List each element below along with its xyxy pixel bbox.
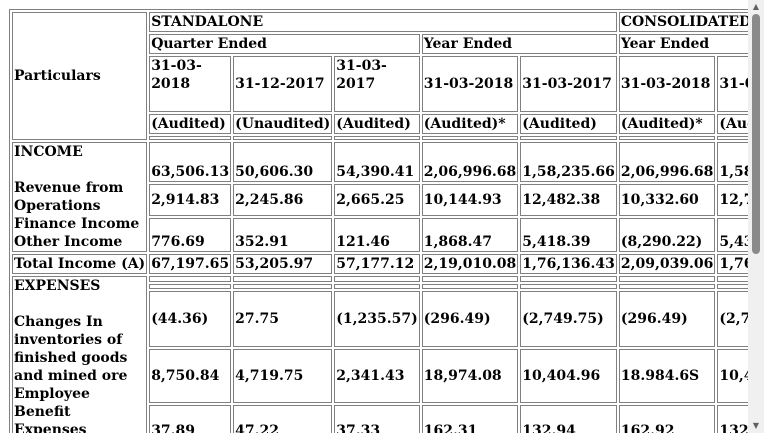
date-header: 31-03-2018 xyxy=(618,56,716,112)
expenses-heading-row: EXPENSES Changes In inventories of finis… xyxy=(12,276,748,433)
document-viewport: Particulars STANDALONE CONSOLIDATED Quar… xyxy=(9,9,748,433)
table-cell: 2,06,996.68 xyxy=(421,142,519,183)
consolidated-header: CONSOLIDATED xyxy=(618,12,748,32)
table-cell: 63,506.13 xyxy=(149,142,232,183)
table-cell: 2,665.25 xyxy=(334,184,420,217)
header-row-3: 31-03-2018 31-12-2017 31-03-2017 31-03-2… xyxy=(12,56,748,112)
table-cell: (2,749.75) xyxy=(717,291,748,348)
audit-status: (Audited)* xyxy=(618,114,716,134)
table-cell: 5,418.39 xyxy=(520,218,617,252)
expenses-heading: EXPENSES xyxy=(14,278,101,294)
date-header: 31-03-2017 xyxy=(717,56,748,112)
table-cell: 18,974.08 xyxy=(421,349,519,403)
income-label-cell: INCOME Revenue from Operations Finance I… xyxy=(12,142,148,252)
table-cell: 10,404.96 xyxy=(520,349,617,403)
table-cell: 162.31 xyxy=(421,404,519,433)
table-cell: 18.984.6S xyxy=(618,349,716,403)
audit-status: (Audited) xyxy=(717,114,748,134)
table-cell: (44.36) xyxy=(149,291,232,348)
table-cell: (296.49) xyxy=(421,291,519,348)
header-row-1: Particulars STANDALONE CONSOLIDATED xyxy=(12,12,748,140)
table-cell: 1,58,235.66 xyxy=(717,142,748,183)
table-cell: 8,750.84 xyxy=(149,349,232,403)
table-cell: 2,06,996.68 xyxy=(618,142,716,183)
table-cell: 37.33 xyxy=(334,404,420,433)
table-cell: 132.94 xyxy=(520,404,617,433)
inventories-label: Changes In inventories of finished goods… xyxy=(14,314,128,384)
table-cell: 10,144.93 xyxy=(421,184,519,217)
scrollbar-thumb[interactable] xyxy=(752,14,760,254)
table-cell: 1,76,136.43 xyxy=(520,254,617,274)
table-cell: 12,715.87 xyxy=(717,184,748,217)
table-cell: 27.75 xyxy=(233,291,333,348)
year-ended-header: Year Ended xyxy=(421,34,617,54)
table-cell: 53,205.97 xyxy=(233,254,333,274)
table-cell: (1,235.57) xyxy=(334,291,420,348)
table-cell: 2,19,010.08 xyxy=(421,254,519,274)
table-cell: 5,431.39 xyxy=(717,218,748,252)
table-cell: 2,245.86 xyxy=(233,184,333,217)
table-cell: 10,412.47 xyxy=(717,349,748,403)
income-row-revenue: INCOME Revenue from Operations Finance I… xyxy=(12,142,748,252)
employee-benefit-label: Employee Benefit Expenses xyxy=(14,386,90,433)
revenue-label: Revenue from Operations xyxy=(14,180,124,214)
table-cell: 121.46 xyxy=(334,218,420,252)
date-header: 31-03-2018 xyxy=(421,56,519,112)
table-cell: 37.89 xyxy=(149,404,232,433)
scroll-up-arrow-icon[interactable]: ▲ xyxy=(752,2,760,11)
particulars-header: Particulars xyxy=(12,12,148,140)
date-header: 31-03-2017 xyxy=(520,56,617,112)
header-row-4: (Audited) (Unaudited) (Audited) (Audited… xyxy=(12,114,748,134)
table-cell: 4,719.75 xyxy=(233,349,333,403)
expenses-row-employee: 8,750.84 4,719.75 2,341.43 18,974.08 10,… xyxy=(12,349,748,403)
table-cell: 1,58,235.66 xyxy=(520,142,617,183)
table-cell: 2,341.43 xyxy=(334,349,420,403)
financial-results-table: Particulars STANDALONE CONSOLIDATED Quar… xyxy=(9,9,748,433)
table-cell: 54,390.41 xyxy=(334,142,420,183)
audit-status: (Audited) xyxy=(149,114,232,134)
table-cell: 2,09,039.06 xyxy=(618,254,716,274)
income-heading: INCOME xyxy=(14,144,83,160)
table-cell: (8,290.22) xyxy=(618,218,716,252)
header-row-2: Quarter Ended Year Ended Year Ended xyxy=(12,34,748,54)
expenses-row-finance-costs: 37.89 47.22 37.33 162.31 132.94 162.92 1… xyxy=(12,404,748,433)
table-cell: 162.92 xyxy=(618,404,716,433)
other-income-label: Other Income xyxy=(14,234,123,250)
date-header: 31-12-2017 xyxy=(233,56,333,112)
table-cell: 776.69 xyxy=(149,218,232,252)
year-ended-consolidated-header: Year Ended xyxy=(618,34,748,54)
audit-status: (Audited)* xyxy=(421,114,519,134)
date-header: 31-03-2017 xyxy=(334,56,420,112)
table-cell: 132.97 xyxy=(717,404,748,433)
table-cell: 1,868.47 xyxy=(421,218,519,252)
table-cell: 57,177.12 xyxy=(334,254,420,274)
audit-status: (Audited) xyxy=(520,114,617,134)
table-cell: 12,482.38 xyxy=(520,184,617,217)
finance-income-label: Finance Income xyxy=(14,216,140,232)
table-cell: (2,749.75) xyxy=(520,291,617,348)
expenses-label-cell: EXPENSES Changes In inventories of finis… xyxy=(12,276,148,433)
table-cell: 67,197.65 xyxy=(149,254,232,274)
audit-status: (Audited) xyxy=(334,114,420,134)
table-cell: 2,914.83 xyxy=(149,184,232,217)
vertical-scrollbar[interactable]: ▲ ▼ xyxy=(748,0,764,433)
expenses-row-inventories: (44.36) 27.75 (1,235.57) (296.49) (2,749… xyxy=(12,291,748,348)
audit-status: (Unaudited) xyxy=(233,114,333,134)
scroll-down-arrow-icon[interactable]: ▼ xyxy=(752,421,760,430)
table-cell: 352.91 xyxy=(233,218,333,252)
standalone-header: STANDALONE xyxy=(149,12,617,32)
expenses-spacer-row xyxy=(12,283,748,290)
table-cell: 10,332.60 xyxy=(618,184,716,217)
table-cell: 50,606.30 xyxy=(233,142,333,183)
table-cell: 1,76,382.92 xyxy=(717,254,748,274)
total-income-label: Total Income (A) xyxy=(12,254,148,274)
income-row-other: 776.69 352.91 121.46 1,868.47 5,418.39 (… xyxy=(12,218,748,252)
date-header: 31-03-2018 xyxy=(149,56,232,112)
quarter-ended-header: Quarter Ended xyxy=(149,34,420,54)
total-income-row: Total Income (A) 67,197.65 53,205.97 57,… xyxy=(12,254,748,274)
table-cell: (296.49) xyxy=(618,291,716,348)
header-spacer-row xyxy=(12,136,748,140)
table-cell: 47.22 xyxy=(233,404,333,433)
income-row-finance: 2,914.83 2,245.86 2,665.25 10,144.93 12,… xyxy=(12,184,748,217)
